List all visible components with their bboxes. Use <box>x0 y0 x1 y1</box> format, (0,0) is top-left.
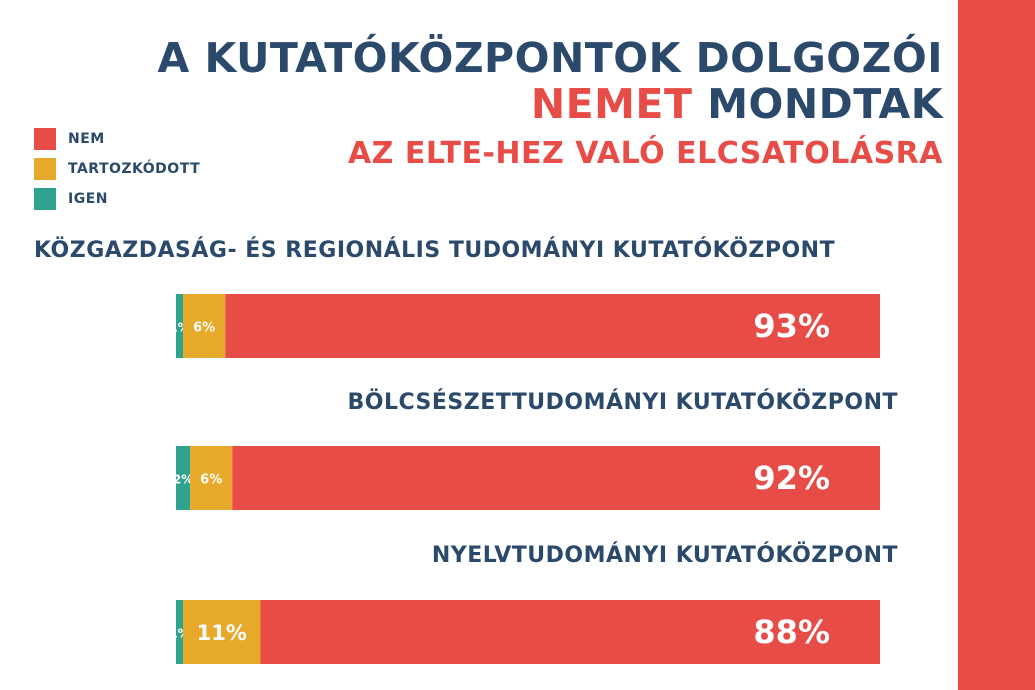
bar-segment-tartozkódott-1 <box>190 446 233 510</box>
category-label-bolcseszet: BÖLCSÉSZETTUDOMÁNYI KUTATÓKÖZPONT <box>347 390 898 415</box>
title-accent-word: NEMET <box>530 80 693 128</box>
title-line-3: AZ ELTE-HEZ VALÓ ELCSATOLÁSRA <box>347 136 943 171</box>
legend-label-nem: NEM <box>68 131 105 147</box>
bar-segment-igen-2 <box>176 600 184 664</box>
bar-label-tartozkódott-0: 6% <box>193 321 215 336</box>
bar-segment-tartozkódott-2 <box>183 600 261 664</box>
bar-segment-nem-0 <box>225 294 880 358</box>
title-line-2-rest: MONDTAK <box>707 80 943 128</box>
bar-label-tartozkódott-2: 11% <box>197 621 247 645</box>
bar-segment-nem-1 <box>232 446 880 510</box>
bar-label-tartozkódott-1: 6% <box>200 473 222 488</box>
legend-item-igen: IGEN <box>34 188 200 210</box>
legend-item-tartozkodott: TARTOZKÓDOTT <box>34 158 200 180</box>
legend-item-nem: NEM <box>34 128 200 150</box>
legend-label-igen: IGEN <box>68 191 108 207</box>
title-line-1: A KUTATÓKÖZPONTOK DOLGOZÓI <box>157 34 943 82</box>
bar-label-nem-2: 88% <box>753 613 830 651</box>
legend-label-tartozkodott: TARTOZKÓDOTT <box>68 161 201 177</box>
bar-label-nem-0: 93% <box>753 307 830 345</box>
side-accent-band <box>958 0 1035 690</box>
legend-swatch-nem <box>34 128 56 150</box>
bar-segment-igen-1 <box>176 446 191 510</box>
bar-segment-nem-2 <box>260 600 881 664</box>
legend-swatch-tartozkodott <box>34 158 56 180</box>
bar-segment-tartozkódott-0 <box>183 294 226 358</box>
bar-label-nem-1: 92% <box>753 459 830 497</box>
bar-segment-igen-0 <box>176 294 184 358</box>
legend-swatch-igen <box>34 188 56 210</box>
legend: NEM TARTOZKÓDOTT IGEN <box>34 128 200 218</box>
category-label-kozgazdasag: KÖZGAZDASÁG- ÉS REGIONÁLIS TUDOMÁNYI KUT… <box>34 238 836 263</box>
title-line-2: NEMET MONDTAK <box>531 80 943 128</box>
category-label-nyelvtudomany: NYELVTUDOMÁNYI KUTATÓKÖZPONT <box>431 543 898 568</box>
bar-label-igen-1: 2% <box>173 473 193 487</box>
